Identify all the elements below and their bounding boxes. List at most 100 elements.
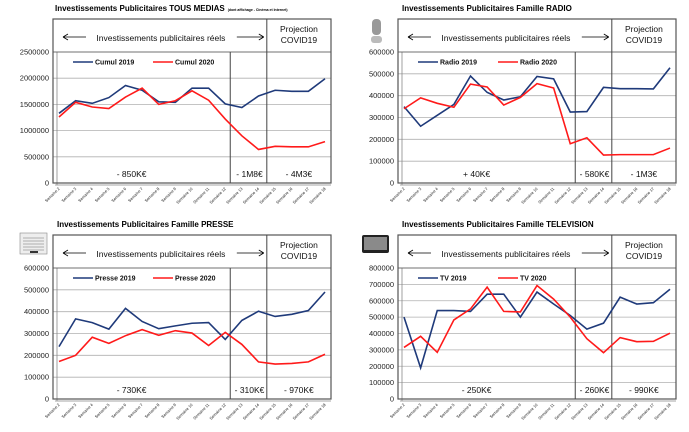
period-delta-label: - 730K€ [117,385,147,395]
arrow-left-icon [407,249,431,257]
period-delta-label: - 580K€ [580,169,610,179]
microphone-icon [371,19,382,43]
x-tick-label: Semaine 18 [653,186,672,205]
x-tick-label: Semaine 4 [422,186,440,204]
x-tick-label: Semaine 4 [422,402,440,420]
x-tick-label: Semaine 7 [127,402,145,420]
arrow-left-icon [407,33,431,41]
legend-label: Radio 2020 [520,60,557,67]
chart-3: Investissements Publicitaires Famille TE… [362,220,677,421]
y-tick-label: 2000000 [20,74,49,83]
chart-frame [397,18,677,184]
projection-label: COVID19 [281,251,318,261]
x-tick-label: Semaine 6 [110,402,128,420]
period-delta-label: - 4M3€ [286,169,313,179]
x-tick-label: Semaine 10 [520,186,539,205]
legend-label: Cumul 2019 [95,60,134,67]
x-tick-label: Semaine 7 [472,402,490,420]
y-tick-label: 700000 [369,280,394,289]
chart-0: Investissements Publicitaires TOUS MEDIA… [20,4,332,205]
y-tick-label: 600000 [369,48,394,57]
legend-label: TV 2020 [520,276,547,283]
x-tick-label: Semaine 8 [143,402,161,420]
projection-label: Projection [280,240,318,250]
series-line-cumul-2019 [58,78,326,114]
y-tick-label: 500000 [369,69,394,78]
series-line-presse-2019 [58,291,326,348]
x-tick-label: Semaine 8 [488,402,506,420]
x-tick-label: Semaine 10 [175,402,194,421]
chart-frame [397,234,677,400]
period-delta-label: - 260K€ [580,385,610,395]
x-tick-label: Semaine 10 [175,186,194,205]
arrow-right-icon [236,249,265,257]
arrow-right-icon [581,33,610,41]
legend-label: Presse 2019 [95,276,136,283]
y-tick-label: 400000 [369,329,394,338]
y-tick-label: 0 [390,179,394,188]
chart-frame [52,234,332,400]
chart-frame [52,18,332,184]
real-investments-label: Investissements publicitaires réels [96,249,225,259]
legend-label: TV 2019 [440,276,467,283]
y-tick-label: 0 [45,179,49,188]
x-tick-label: Semaine 8 [488,186,506,204]
chart-title: Investissements Publicitaires Famille TE… [402,220,594,229]
series-line-radio-2019 [403,67,671,128]
y-tick-label: 300000 [369,345,394,354]
legend-label: Radio 2019 [440,60,477,67]
x-tick-label: Semaine 3 [60,186,78,204]
newspaper-mark [30,251,38,253]
x-tick-label: Semaine 10 [520,402,539,421]
x-tick-label: Semaine 2 [44,186,62,204]
x-tick-label: Semaine 18 [308,186,327,205]
arrow-right-icon [236,33,265,41]
projection-label: Projection [280,24,318,34]
y-tick-label: 200000 [369,135,394,144]
projection-label: Projection [625,240,663,250]
series-line-presse-2020 [58,328,326,365]
y-tick-label: 200000 [369,362,394,371]
legend-label: Cumul 2020 [175,60,214,67]
x-tick-label: Semaine 5 [94,186,112,204]
x-tick-label: Semaine 2 [44,402,62,420]
x-tick-label: Semaine 3 [405,402,423,420]
y-tick-label: 500000 [24,152,49,161]
chart-1: Investissements Publicitaires Famille RA… [369,4,677,205]
period-delta-label: - 990K€ [629,385,659,395]
y-tick-label: 300000 [369,113,394,122]
chart-subtitle: (dont affichage - Cinéma et Internet) [228,8,288,12]
legend-label: Presse 2020 [175,276,216,283]
x-tick-label: Semaine 2 [389,402,407,420]
tv-screen [364,237,387,250]
chart-title: Investissements Publicitaires Famille PR… [57,220,234,229]
y-tick-label: 0 [45,395,49,404]
period-delta-label: - 310K€ [235,385,265,395]
newspaper-icon [19,232,48,255]
y-tick-label: 300000 [24,329,49,338]
y-tick-label: 100000 [369,157,394,166]
x-tick-label: Semaine 18 [308,402,327,421]
x-tick-label: Semaine 7 [472,186,490,204]
real-investments-label: Investissements publicitaires réels [96,33,225,43]
x-tick-label: Semaine 3 [60,402,78,420]
y-tick-label: 500000 [24,285,49,294]
x-tick-label: Semaine 2 [389,186,407,204]
y-tick-label: 0 [390,395,394,404]
period-delta-label: - 970K€ [284,385,314,395]
y-tick-label: 2500000 [20,48,49,57]
x-tick-label: Semaine 5 [439,186,457,204]
projection-label: Projection [625,24,663,34]
series-line-radio-2020 [403,82,671,156]
projection-label: COVID19 [281,35,318,45]
chart-title: Investissements Publicitaires TOUS MEDIA… [55,4,288,13]
arrow-left-icon [62,249,86,257]
y-tick-label: 1000000 [20,126,49,135]
y-tick-label: 100000 [24,373,49,382]
x-tick-label: Semaine 7 [127,186,145,204]
period-delta-label: - 1M8€ [236,169,263,179]
x-tick-label: Semaine 3 [405,186,423,204]
x-tick-label: Semaine 5 [439,402,457,420]
period-delta-label: - 850K€ [117,169,147,179]
